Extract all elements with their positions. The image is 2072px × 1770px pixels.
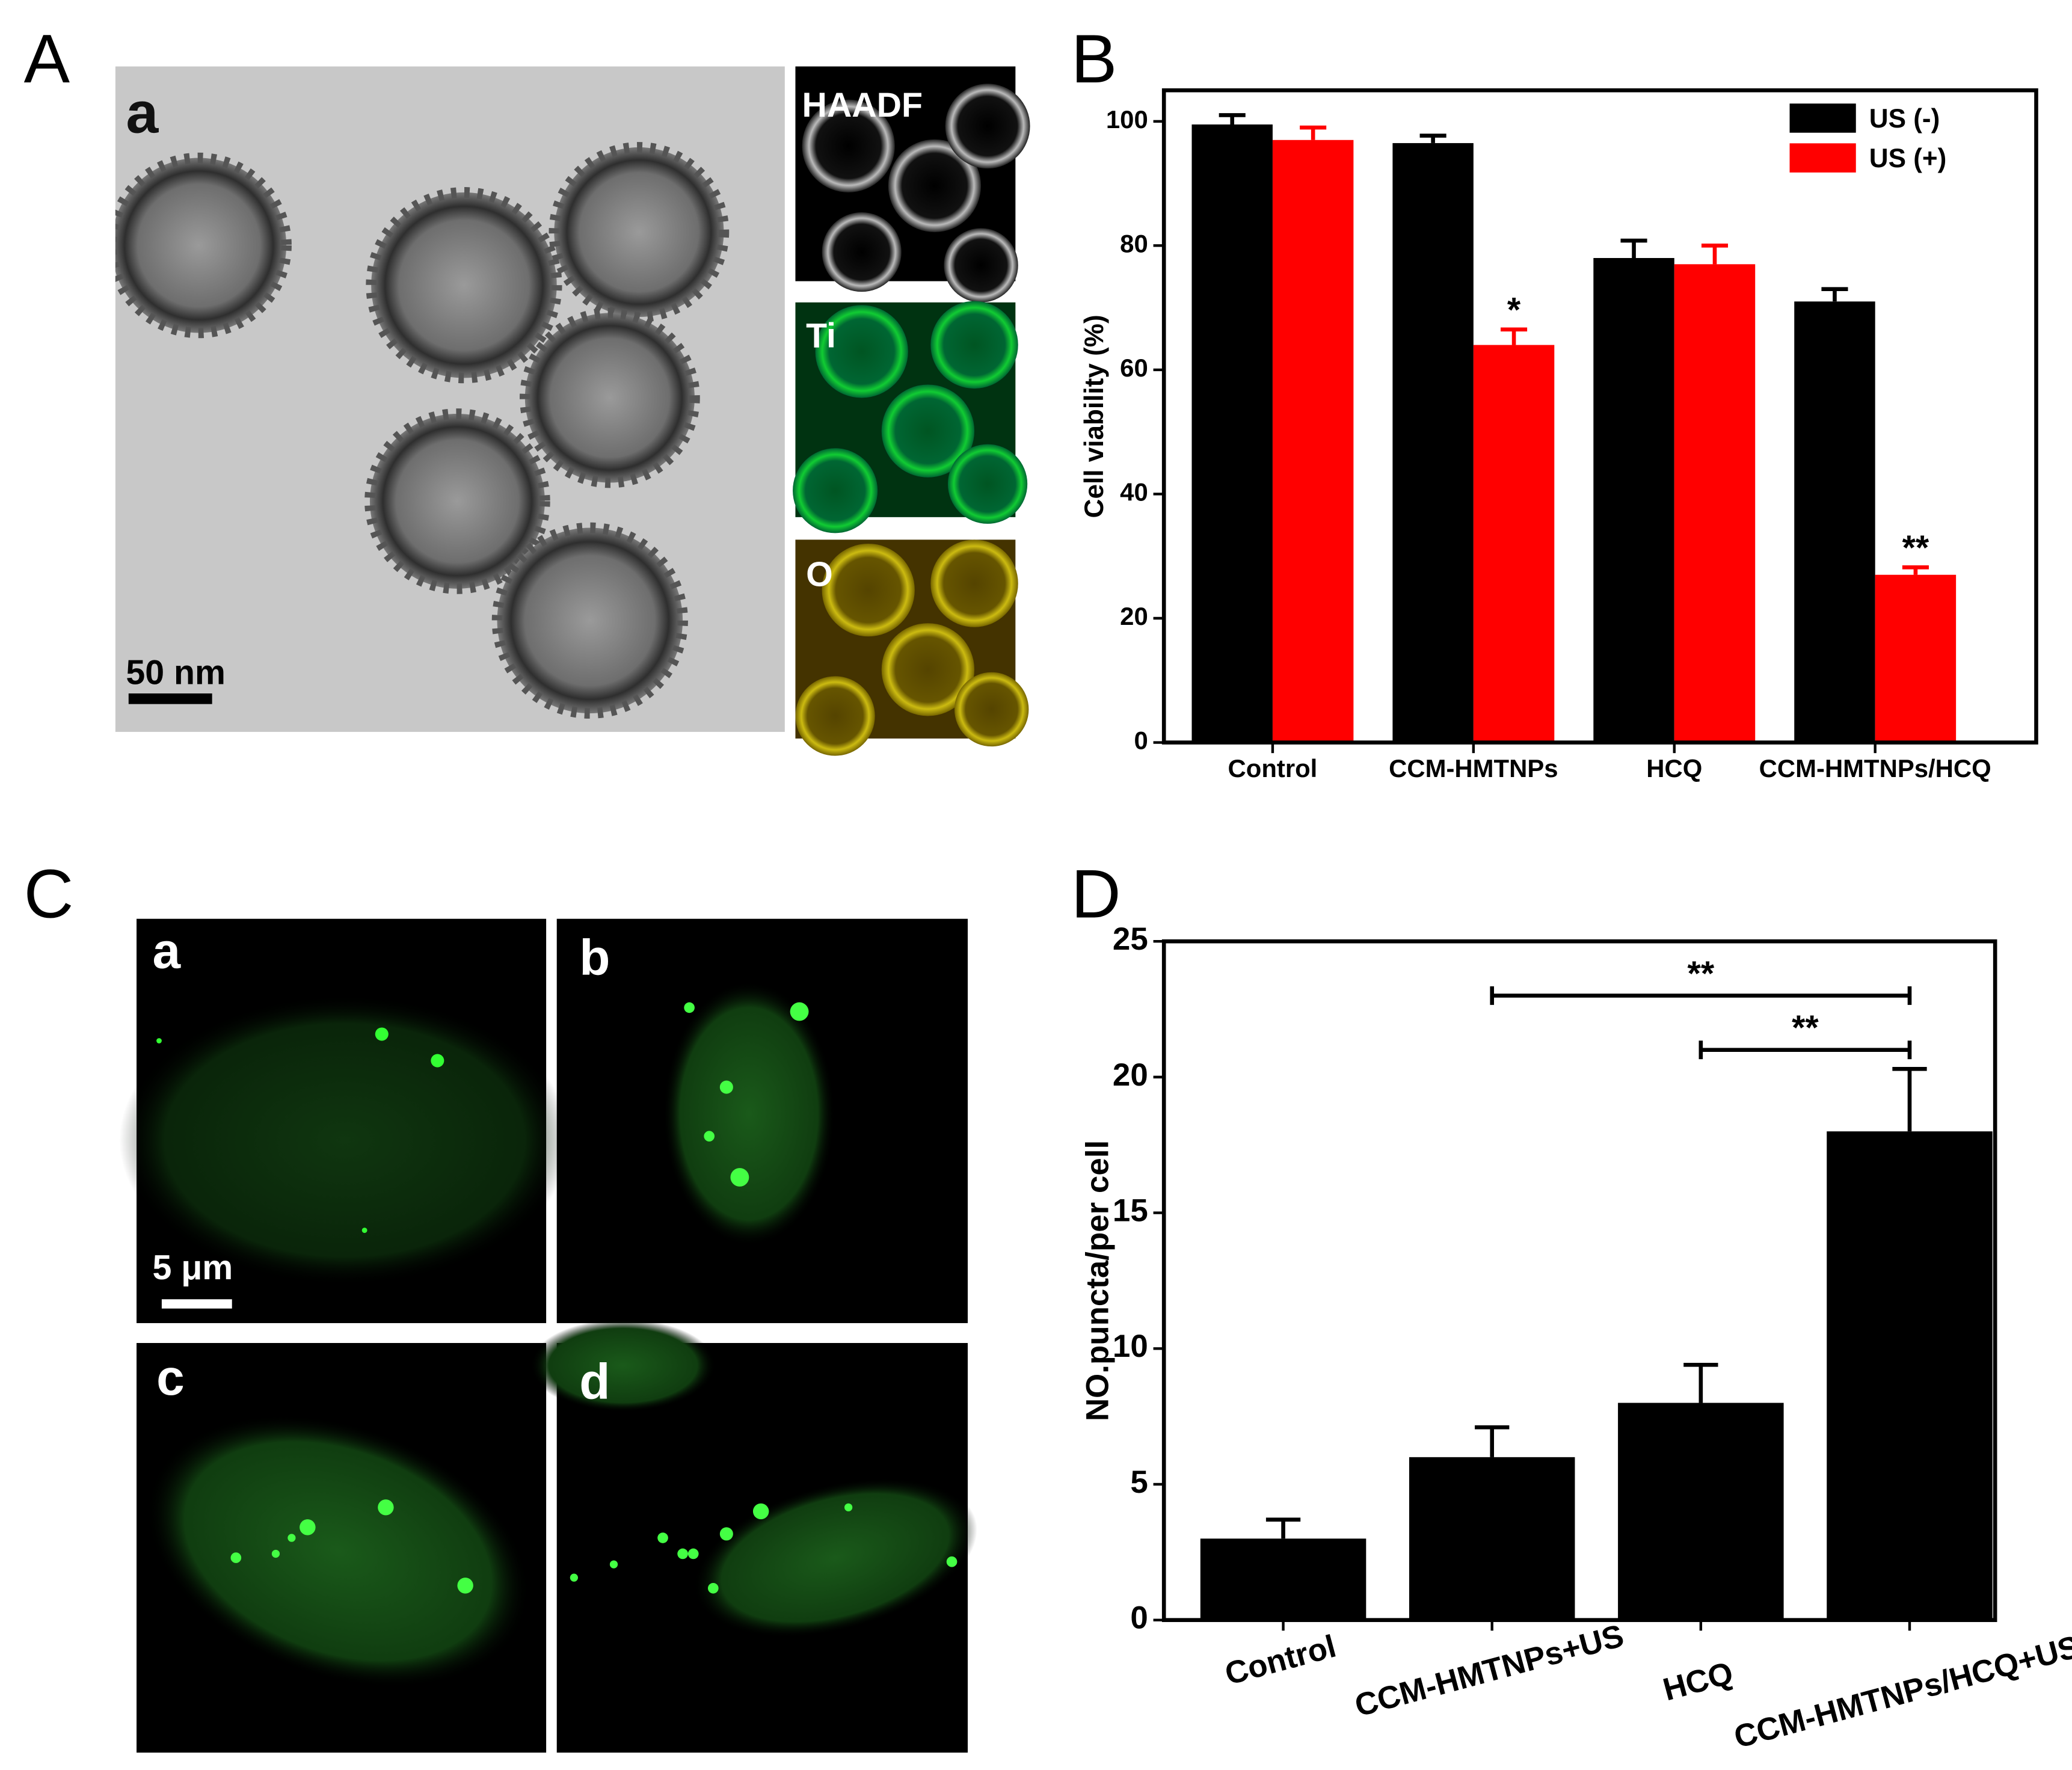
- error-bar: [1300, 125, 1327, 140]
- legend-swatch: [1789, 143, 1856, 173]
- bar: [1409, 1457, 1575, 1620]
- panel-label: D: [1071, 856, 1121, 933]
- tem-image: a 50 nm: [93, 66, 785, 732]
- y-tick-label: 40: [1120, 478, 1148, 506]
- error-bar: [1419, 134, 1446, 143]
- bar: [1593, 257, 1674, 743]
- y-tick-label: 80: [1120, 229, 1148, 257]
- image-label: a: [152, 922, 181, 979]
- legend-label: US (-): [1869, 104, 1940, 134]
- error-bar: [1701, 244, 1729, 265]
- x-tick-label: Control: [1222, 1629, 1340, 1692]
- ti-map: Ti: [793, 301, 1028, 533]
- bar: [1200, 1538, 1366, 1620]
- y-tick-label: 25: [1113, 921, 1148, 957]
- x-tick-label: HCQ: [1646, 754, 1702, 782]
- error-bar: [1892, 1067, 1927, 1132]
- y-tick-label: 10: [1113, 1329, 1148, 1364]
- error-bar: [1821, 287, 1848, 302]
- annotation: *: [1507, 291, 1521, 330]
- error-bar: [1683, 1363, 1718, 1403]
- error-bar: [1219, 113, 1246, 124]
- y-tick-label: 20: [1113, 1057, 1148, 1093]
- bar: [1191, 124, 1273, 743]
- fluorescence-image: b: [556, 918, 968, 1323]
- y-tick-label: 0: [1134, 727, 1148, 755]
- bar: [1392, 143, 1474, 743]
- x-tick-label: HCQ: [1659, 1655, 1737, 1707]
- bar: [1618, 1403, 1784, 1620]
- error-bar: [1902, 565, 1929, 575]
- plot-frame: [1161, 88, 2038, 745]
- annotation: **: [1902, 529, 1929, 567]
- plot-frame: [1161, 939, 1997, 1622]
- image-label: b: [579, 929, 610, 985]
- y-tick-label: 60: [1120, 354, 1148, 382]
- scale-bar: [128, 693, 212, 704]
- fluorescence-image: c: [137, 1343, 547, 1753]
- x-tick-label: CCM-HMTNPs/HCQ+US: [1730, 1629, 2072, 1755]
- bar: [1794, 301, 1875, 743]
- y-tick-label: 5: [1130, 1464, 1148, 1500]
- x-tick-label: Control: [1228, 754, 1318, 782]
- error-bar: [1501, 327, 1528, 345]
- x-tick-label: CCM-HMTNPs/HCQ: [1759, 754, 1991, 782]
- panel-label: B: [1071, 20, 1117, 97]
- significance-label: **: [1688, 954, 1715, 993]
- y-tick-label: 20: [1120, 602, 1148, 630]
- legend-label: US (+): [1869, 144, 1947, 173]
- significance-label: **: [1792, 1009, 1819, 1047]
- y-tick-label: 15: [1113, 1193, 1148, 1229]
- bar: [1827, 1131, 1993, 1620]
- map-label: O: [806, 555, 833, 594]
- bar: [1473, 345, 1555, 743]
- fluorescence-image: d: [530, 1319, 977, 1753]
- significance-bracket: [1490, 986, 1912, 1005]
- x-tick-label: CCM-HMTNPs+US: [1351, 1618, 1628, 1724]
- image-label: c: [156, 1349, 185, 1406]
- panel-label: C: [24, 856, 74, 933]
- scale-bar-label: 50 nm: [126, 654, 226, 692]
- y-tick-label: 100: [1106, 105, 1148, 134]
- scale-bar: [161, 1299, 232, 1309]
- x-tick-label: CCM-HMTNPs: [1389, 754, 1558, 782]
- scale-bar-label: 5 μm: [152, 1249, 233, 1287]
- bar: [1674, 264, 1756, 743]
- map-label: Ti: [806, 317, 836, 355]
- image-label: d: [579, 1353, 610, 1410]
- y-axis-label: NO.puncta/per cell: [1080, 1140, 1116, 1421]
- haadf-map: HAADF: [795, 66, 1030, 303]
- bar: [1875, 574, 1957, 743]
- error-bar: [1475, 1425, 1510, 1457]
- error-bar: [1620, 238, 1647, 258]
- o-map: O: [795, 539, 1029, 756]
- y-tick-label: 0: [1130, 1600, 1148, 1636]
- error-bar: [1265, 1517, 1301, 1539]
- image-label: a: [126, 80, 159, 146]
- bar: [1272, 140, 1354, 743]
- panel-label: A: [24, 20, 70, 97]
- y-axis-label: Cell viability (%): [1080, 315, 1109, 518]
- map-label: HAADF: [802, 86, 923, 124]
- significance-bracket: [1698, 1040, 1912, 1060]
- fluorescence-image: a 5 μm: [119, 918, 570, 1323]
- legend-swatch: [1789, 103, 1856, 133]
